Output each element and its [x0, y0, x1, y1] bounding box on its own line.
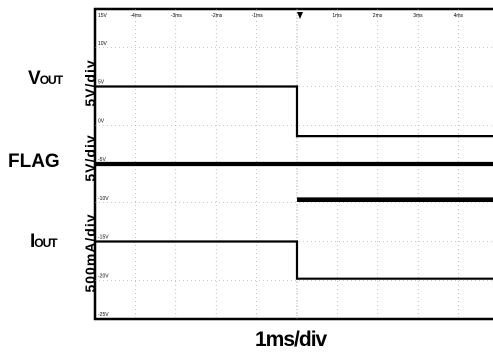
volt-tick-label: -20V — [98, 273, 109, 279]
time-tick-label: 3ms — [413, 13, 423, 19]
iout-channel-label: IOUT — [30, 231, 58, 253]
volt-tick-label: 5V — [98, 80, 105, 86]
time-tick-label: 2ms — [373, 13, 383, 19]
iout-scale-label: 500mA/div — [82, 213, 98, 293]
trace-vout-0 — [95, 85, 493, 138]
volt-tick-label: -15V — [98, 235, 109, 241]
time-tick-label: -2ms — [211, 13, 223, 19]
trigger-marker-icon — [297, 12, 303, 19]
time-tick-label: -3ms — [171, 13, 183, 19]
time-tick-label: 1ms — [332, 13, 342, 19]
iout-label-main: I — [30, 231, 35, 252]
vout-label-sub: OUT — [39, 73, 63, 87]
traces — [95, 85, 493, 280]
volt-tick-label: -5V — [98, 157, 106, 163]
vout-label-main: V — [28, 68, 41, 89]
flag-channel-label: FLAG — [8, 151, 60, 172]
volt-tick-label: 10V — [98, 41, 108, 47]
volt-tick-label: 0V — [98, 118, 105, 124]
x-axis-label: 1ms/div — [255, 328, 327, 351]
flag-scale-label: 5V/div — [82, 134, 98, 182]
trace-iout-3 — [95, 240, 493, 280]
iout-label-sub: OUT — [34, 236, 57, 250]
vout-scale-label: 5V/div — [82, 59, 98, 107]
time-tick-label: 4ms — [454, 13, 464, 19]
volt-tick-label: -10V — [98, 196, 109, 202]
volt-tick-label: -25V — [98, 312, 109, 318]
volt-tick-label: 15V — [98, 13, 108, 19]
time-tick-label: -1ms — [252, 13, 264, 19]
time-tick-label: -4ms — [130, 13, 142, 19]
tick-labels: -4ms -3ms -2ms -1ms 1ms 2ms 3ms 4ms 15V 10V 5V 0V -5… — [98, 13, 464, 318]
vout-channel-label: VOUT — [28, 68, 63, 90]
